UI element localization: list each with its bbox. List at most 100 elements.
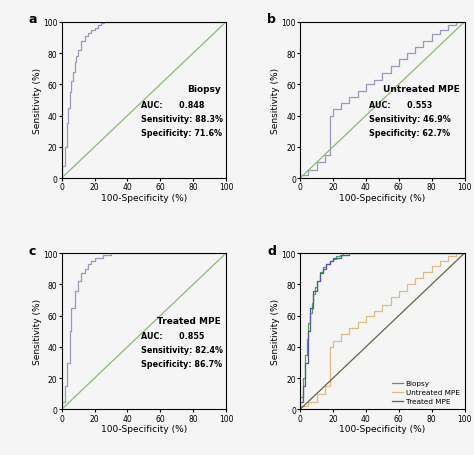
- Treated MPE: [330, 258, 336, 264]
- Untreated MPE: [445, 258, 451, 264]
- Biopsy: [350, 251, 356, 256]
- Line: Treated MPE: Treated MPE: [300, 253, 465, 410]
- Untreated MPE: [412, 276, 418, 281]
- Untreated MPE: [388, 302, 393, 308]
- Treated MPE: [305, 360, 311, 365]
- Treated MPE: [302, 360, 308, 365]
- Biopsy: [310, 301, 316, 306]
- Treated MPE: [301, 399, 306, 404]
- Untreated MPE: [437, 263, 443, 269]
- Treated MPE: [297, 407, 303, 412]
- Biopsy: [304, 352, 310, 358]
- Untreated MPE: [305, 404, 311, 409]
- Treated MPE: [327, 262, 333, 267]
- Biopsy: [320, 269, 326, 275]
- Text: Sensitivity: 46.9%: Sensitivity: 46.9%: [369, 115, 451, 124]
- Biopsy: [304, 337, 310, 342]
- Treated MPE: [305, 329, 311, 334]
- Y-axis label: Sensitivity (%): Sensitivity (%): [271, 68, 280, 134]
- Untreated MPE: [462, 251, 467, 256]
- Biopsy: [297, 407, 303, 412]
- Untreated MPE: [355, 319, 360, 325]
- Treated MPE: [324, 267, 329, 272]
- Untreated MPE: [297, 407, 303, 412]
- Treated MPE: [324, 262, 329, 267]
- Biopsy: [309, 301, 314, 306]
- X-axis label: 100-Specificity (%): 100-Specificity (%): [339, 193, 426, 202]
- Biopsy: [333, 257, 339, 263]
- Biopsy: [340, 253, 346, 258]
- Untreated MPE: [454, 254, 459, 259]
- Biopsy: [324, 262, 329, 267]
- Biopsy: [396, 251, 401, 256]
- Treated MPE: [462, 251, 467, 256]
- Biopsy: [301, 394, 306, 400]
- Untreated MPE: [363, 319, 369, 325]
- Untreated MPE: [404, 288, 410, 294]
- Untreated MPE: [462, 251, 467, 256]
- Treated MPE: [346, 253, 352, 258]
- Untreated MPE: [327, 384, 333, 389]
- Biopsy: [301, 375, 306, 381]
- Biopsy: [337, 253, 342, 258]
- Legend: Biopsy, Untreated MPE, Treated MPE: Biopsy, Untreated MPE, Treated MPE: [391, 379, 461, 406]
- Text: Specificity: 71.6%: Specificity: 71.6%: [141, 129, 221, 138]
- Untreated MPE: [396, 294, 401, 300]
- Treated MPE: [396, 251, 401, 256]
- X-axis label: 100-Specificity (%): 100-Specificity (%): [100, 193, 187, 202]
- Untreated MPE: [330, 344, 336, 350]
- Text: AUC:      0.855: AUC: 0.855: [141, 332, 204, 340]
- Untreated MPE: [322, 384, 328, 389]
- Untreated MPE: [404, 282, 410, 288]
- Untreated MPE: [445, 254, 451, 259]
- Treated MPE: [297, 399, 303, 404]
- Treated MPE: [346, 251, 352, 256]
- Text: Specificity: 62.7%: Specificity: 62.7%: [369, 129, 450, 138]
- Untreated MPE: [338, 332, 344, 337]
- Untreated MPE: [338, 338, 344, 344]
- Untreated MPE: [346, 326, 352, 331]
- Untreated MPE: [396, 288, 401, 294]
- Untreated MPE: [380, 302, 385, 308]
- Untreated MPE: [355, 326, 360, 331]
- Text: b: b: [267, 13, 276, 26]
- Biopsy: [350, 251, 356, 256]
- Y-axis label: Sensitivity (%): Sensitivity (%): [33, 298, 42, 364]
- Treated MPE: [314, 288, 319, 294]
- Text: c: c: [29, 244, 36, 257]
- Biopsy: [330, 257, 336, 263]
- Y-axis label: Sensitivity (%): Sensitivity (%): [271, 298, 280, 364]
- Biopsy: [346, 251, 352, 256]
- X-axis label: 100-Specificity (%): 100-Specificity (%): [100, 424, 187, 433]
- Biopsy: [343, 251, 349, 256]
- Biopsy: [340, 251, 346, 256]
- Untreated MPE: [420, 269, 426, 275]
- Text: AUC:      0.553: AUC: 0.553: [369, 101, 432, 110]
- Treated MPE: [320, 267, 326, 272]
- Untreated MPE: [330, 338, 336, 344]
- Text: d: d: [267, 244, 276, 257]
- Treated MPE: [317, 271, 323, 277]
- Biopsy: [327, 262, 333, 267]
- Biopsy: [317, 279, 323, 284]
- Untreated MPE: [363, 313, 369, 318]
- Biopsy: [343, 251, 349, 256]
- Biopsy: [317, 269, 323, 275]
- Biopsy: [324, 265, 329, 270]
- Treated MPE: [310, 305, 316, 311]
- Biopsy: [312, 291, 318, 297]
- Treated MPE: [302, 384, 308, 389]
- Untreated MPE: [314, 391, 319, 397]
- Biopsy: [305, 337, 311, 342]
- Treated MPE: [307, 329, 313, 334]
- Untreated MPE: [327, 344, 333, 350]
- Treated MPE: [338, 253, 344, 258]
- Biopsy: [302, 352, 308, 358]
- Biopsy: [310, 291, 316, 297]
- Treated MPE: [310, 288, 316, 294]
- Treated MPE: [327, 258, 333, 264]
- Treated MPE: [320, 271, 326, 277]
- Biopsy: [337, 254, 342, 259]
- Treated MPE: [301, 384, 306, 389]
- Untreated MPE: [297, 404, 303, 409]
